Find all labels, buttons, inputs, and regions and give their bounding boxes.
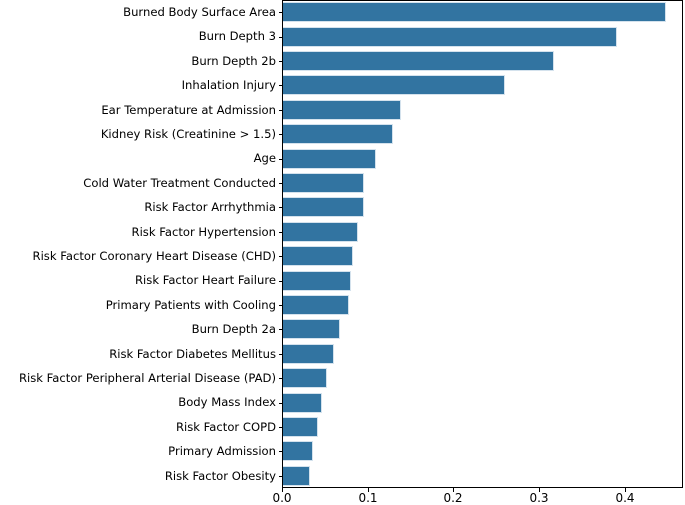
y-tick-label: Risk Factor Obesity — [164, 468, 276, 483]
y-tick-mark — [279, 159, 283, 160]
y-tick-mark — [279, 207, 283, 208]
y-tick-label: Risk Factor Heart Failure — [135, 273, 276, 288]
x-tick-label: 0.3 — [529, 491, 549, 505]
bar — [283, 417, 318, 437]
y-tick-mark — [279, 256, 283, 257]
y-tick-label: Risk Factor Diabetes Mellitus — [109, 346, 276, 361]
bar — [283, 246, 353, 267]
bar — [283, 392, 322, 413]
y-tick-mark — [279, 427, 283, 428]
x-tick-label: 0.2 — [443, 491, 463, 505]
y-tick-mark — [279, 329, 283, 330]
x-tick-mark — [282, 488, 283, 492]
y-tick-label: Risk Factor Peripheral Arterial Disease … — [18, 371, 276, 385]
x-tick-label: 0.4 — [615, 491, 635, 505]
bar — [283, 75, 505, 96]
y-tick-label: Cold Water Treatment Conducted — [83, 175, 276, 190]
x-tick-mark — [539, 488, 540, 492]
bar — [283, 343, 334, 364]
bar — [283, 319, 340, 340]
x-tick-mark — [453, 488, 454, 492]
y-tick-mark — [279, 476, 283, 477]
y-tick-mark — [279, 110, 283, 111]
bar — [283, 465, 310, 486]
y-tick-mark — [279, 378, 283, 379]
y-tick-mark — [279, 12, 283, 13]
x-tick-label: 0.0 — [272, 491, 292, 505]
y-tick-label: Burn Depth 2b — [191, 53, 276, 68]
x-tick-label: 0.1 — [358, 491, 378, 505]
y-tick-mark — [279, 305, 283, 306]
plot-area — [282, 0, 683, 488]
y-tick-label: Primary Patients with Cooling — [105, 297, 276, 312]
bar — [283, 26, 617, 47]
bar — [283, 270, 351, 291]
y-tick-mark — [279, 61, 283, 62]
y-tick-label: Risk Factor Arrhythmia — [144, 200, 276, 215]
y-tick-mark — [279, 281, 283, 282]
bar — [283, 51, 554, 71]
bar — [283, 148, 376, 169]
bar — [283, 124, 393, 145]
y-tick-label: Risk Factor COPD — [175, 419, 276, 434]
bar — [283, 441, 313, 462]
bar — [283, 2, 666, 23]
y-tick-label: Inhalation Injury — [181, 78, 276, 93]
y-tick-label: Risk Factor Hypertension — [131, 224, 276, 239]
bar — [283, 295, 349, 315]
y-tick-label: Burn Depth 2a — [191, 322, 276, 337]
y-tick-label: Burn Depth 3 — [198, 29, 276, 44]
y-tick-mark — [279, 134, 283, 135]
bar — [283, 221, 358, 242]
y-tick-label: Risk Factor Coronary Heart Disease (CHD) — [32, 249, 276, 263]
y-tick-mark — [279, 403, 283, 404]
y-tick-mark — [279, 37, 283, 38]
y-tick-mark — [279, 85, 283, 86]
y-tick-label: Burned Body Surface Area — [123, 5, 276, 19]
y-tick-label: Primary Admission — [168, 444, 276, 459]
y-tick-label: Kidney Risk (Creatinine > 1.5) — [100, 127, 276, 141]
x-tick-mark — [368, 488, 369, 492]
y-tick-label: Age — [253, 151, 276, 166]
y-tick-label: Body Mass Index — [178, 395, 276, 410]
bar — [283, 197, 364, 218]
y-tick-mark — [279, 232, 283, 233]
y-tick-label: Ear Temperature at Admission — [101, 102, 276, 117]
y-tick-mark — [279, 451, 283, 452]
y-tick-mark — [279, 183, 283, 184]
bar — [283, 173, 364, 193]
bar — [283, 99, 401, 120]
bar — [283, 368, 327, 389]
y-tick-mark — [279, 354, 283, 355]
x-tick-mark — [625, 488, 626, 492]
